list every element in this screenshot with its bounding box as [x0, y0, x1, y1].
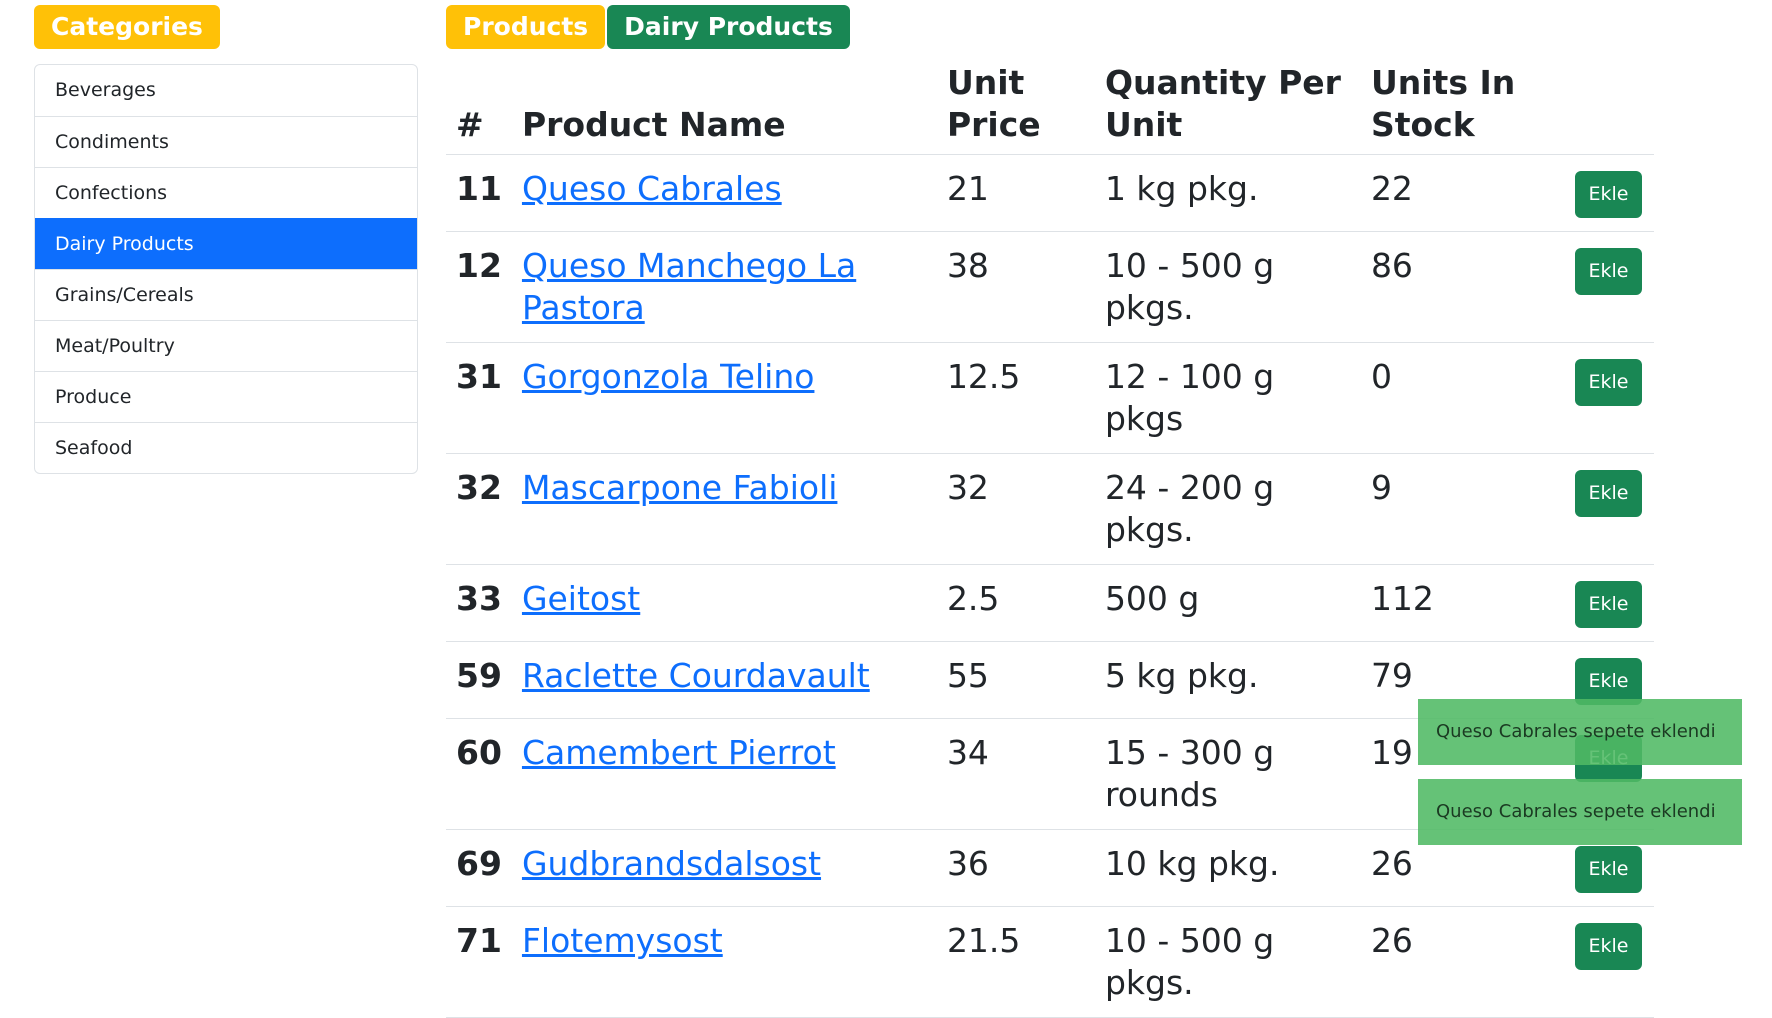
product-quantity-per-unit: 10 - 500 g pkgs. [1094, 906, 1361, 1018]
breadcrumb: Products Dairy Products [446, 5, 1654, 49]
column-header-unit-price: Unit Price [936, 62, 1095, 155]
category-item-seafood[interactable]: Seafood [35, 422, 417, 473]
add-to-cart-button[interactable]: Ekle [1575, 923, 1642, 970]
product-unit-price: 12.5 [936, 342, 1095, 454]
category-list: Beverages Condiments Confections Dairy P… [34, 64, 418, 474]
product-quantity-per-unit: 500 g [1094, 564, 1361, 642]
product-unit-price: 55 [936, 641, 1095, 719]
product-id: 69 [446, 829, 512, 907]
product-name-link[interactable]: Raclette Courdavault [521, 656, 870, 695]
product-quantity-per-unit: 5 kg pkg. [1094, 641, 1361, 719]
product-quantity-per-unit: 10 kg pkg. [1094, 829, 1361, 907]
product-name-link[interactable]: Gorgonzola Telino [521, 357, 815, 396]
product-units-in-stock: 0 [1360, 342, 1561, 454]
product-quantity-per-unit: 10 - 500 g pkgs. [1094, 231, 1361, 343]
product-id: 32 [446, 453, 512, 565]
product-units-in-stock: 26 [1360, 906, 1561, 1018]
product-name-link[interactable]: Queso Manchego La Pastora [521, 246, 857, 327]
add-to-cart-button[interactable]: Ekle [1575, 846, 1642, 893]
category-item-beverages[interactable]: Beverages [55, 79, 156, 101]
table-header-row: # Product Name Unit Price Quantity Per U… [446, 62, 1654, 155]
product-unit-price: 2.5 [936, 564, 1095, 642]
product-units-in-stock: 22 [1360, 154, 1561, 232]
add-to-cart-button[interactable]: Ekle [1575, 470, 1642, 517]
current-category-badge: Dairy Products [607, 5, 850, 49]
add-to-cart-button[interactable]: Ekle [1575, 658, 1642, 705]
product-unit-price: 38 [936, 231, 1095, 343]
column-header-id: # [446, 62, 512, 155]
toast-notification[interactable]: Queso Cabrales sepete eklendi [1418, 779, 1742, 845]
product-id: 60 [446, 718, 512, 830]
table-row: 31 Gorgonzola Telino 12.5 12 - 100 g pkg… [446, 342, 1654, 454]
product-units-in-stock: 112 [1360, 564, 1561, 642]
products-badge: Products [446, 5, 606, 49]
table-row: 59 Raclette Courdavault 55 5 kg pkg. 79 … [446, 641, 1654, 719]
product-quantity-per-unit: 15 - 300 g rounds [1094, 718, 1361, 830]
product-id: 33 [446, 564, 512, 642]
product-name-link[interactable]: Geitost [521, 579, 641, 618]
products-table: # Product Name Unit Price Quantity Per U… [446, 62, 1654, 1018]
product-unit-price: 21 [936, 154, 1095, 232]
category-item-dairy-products[interactable]: Dairy Products [35, 218, 417, 269]
add-to-cart-button[interactable]: Ekle [1575, 248, 1642, 295]
product-quantity-per-unit: 12 - 100 g pkgs [1094, 342, 1361, 454]
add-to-cart-button[interactable]: Ekle [1575, 359, 1642, 406]
product-unit-price: 32 [936, 453, 1095, 565]
product-units-in-stock: 9 [1360, 453, 1561, 565]
category-item-confections[interactable]: Confections [35, 167, 417, 218]
product-unit-price: 21.5 [936, 906, 1095, 1018]
products-panel: Products Dairy Products # Product Name Un… [446, 5, 1654, 1018]
column-header-actions [1560, 62, 1654, 155]
category-item-produce[interactable]: Produce [35, 371, 417, 422]
product-name-link[interactable]: Flotemysost [521, 921, 723, 960]
product-quantity-per-unit: 1 kg pkg. [1094, 154, 1361, 232]
product-unit-price: 36 [936, 829, 1095, 907]
column-header-product-name: Product Name [511, 62, 937, 155]
product-id: 11 [446, 154, 512, 232]
product-unit-price: 34 [936, 718, 1095, 830]
toast-notification[interactable]: Queso Cabrales sepete eklendi [1418, 699, 1742, 765]
product-name-link[interactable]: Mascarpone Fabioli [521, 468, 838, 507]
category-sidebar: Categories Beverages Condiments Confecti… [34, 5, 418, 474]
product-name-link[interactable]: Queso Cabrales [521, 169, 782, 208]
product-units-in-stock: 86 [1360, 231, 1561, 343]
category-item-grains-cereals[interactable]: Grains/Cereals [35, 269, 417, 320]
table-row: 32 Mascarpone Fabioli 32 24 - 200 g pkgs… [446, 453, 1654, 565]
add-to-cart-button[interactable]: Ekle [1575, 171, 1642, 218]
product-id: 31 [446, 342, 512, 454]
category-item-meat-poultry[interactable]: Meat/Poultry [35, 320, 417, 371]
product-name-link[interactable]: Camembert Pierrot [521, 733, 836, 772]
column-header-units-in-stock: Units In Stock [1360, 62, 1561, 155]
column-header-quantity-per-unit: Quantity Per Unit [1094, 62, 1361, 155]
categories-title-badge: Categories [34, 5, 220, 49]
table-row: 12 Queso Manchego La Pastora 38 10 - 500… [446, 231, 1654, 343]
product-id: 59 [446, 641, 512, 719]
category-item-condiments[interactable]: Condiments [35, 116, 417, 167]
table-row: 11 Queso Cabrales 21 1 kg pkg. 22 Ekle [446, 154, 1654, 232]
product-id: 12 [446, 231, 512, 343]
product-quantity-per-unit: 24 - 200 g pkgs. [1094, 453, 1361, 565]
add-to-cart-button[interactable]: Ekle [1575, 581, 1642, 628]
product-name-link[interactable]: Gudbrandsdalsost [521, 844, 822, 883]
table-row: 33 Geitost 2.5 500 g 112 Ekle [446, 564, 1654, 642]
product-id: 71 [446, 906, 512, 1018]
table-row: 71 Flotemysost 21.5 10 - 500 g pkgs. 26 … [446, 906, 1654, 1018]
